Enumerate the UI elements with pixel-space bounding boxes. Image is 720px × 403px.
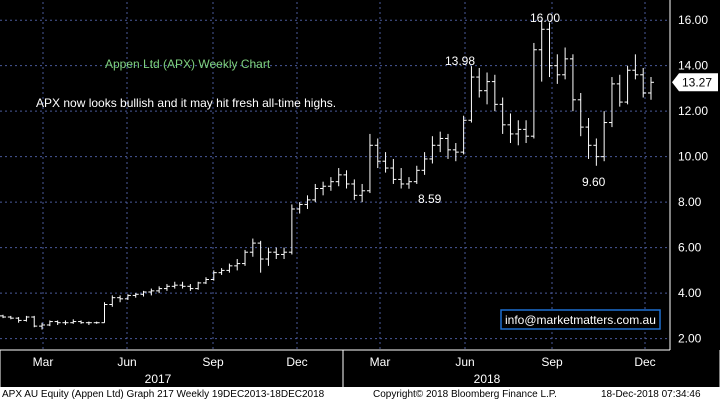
x-month-label: Sep	[202, 355, 224, 369]
footer-left-text: APX AU Equity (Appen Ltd) Graph 217 Week…	[2, 389, 325, 400]
y-tick-label: 14.00	[678, 59, 708, 73]
y-tick-label: 4.00	[678, 286, 702, 300]
y-tick-label: 6.00	[678, 241, 702, 255]
x-month-label: Mar	[370, 355, 391, 369]
y-tick-label: 16.00	[678, 13, 708, 27]
y-tick-label: 10.00	[678, 150, 708, 164]
x-month-label: Dec	[634, 355, 655, 369]
price-annotation: 9.60	[582, 175, 606, 189]
footer-timestamp-text: 18-Dec-2018 07:34:46	[601, 389, 701, 400]
price-annotation: 8.59	[418, 192, 442, 206]
y-tick-label: 2.00	[678, 332, 702, 346]
chart-title: Appen Ltd (APX) Weekly Chart	[105, 57, 271, 71]
x-month-label: Jun	[117, 355, 136, 369]
chart-subtitle: APX now looks bullish and it may hit fre…	[36, 96, 336, 110]
price-annotation: 16.00	[530, 11, 560, 25]
x-month-label: Dec	[286, 355, 307, 369]
footer-copyright-text: Copyright© 2018 Bloomberg Finance L.P.	[373, 389, 557, 400]
footer-bar: APX AU Equity (Appen Ltd) Graph 217 Week…	[0, 387, 720, 403]
x-year-label: 2018	[474, 372, 501, 386]
x-month-label: Mar	[33, 355, 54, 369]
last-price-label: 13.27	[682, 75, 712, 89]
x-month-label: Sep	[541, 355, 563, 369]
email-box	[500, 309, 661, 330]
price-annotation: 13.98	[445, 54, 475, 68]
x-month-label: Jun	[455, 355, 474, 369]
x-year-label: 2017	[145, 372, 172, 386]
y-tick-label: 12.00	[678, 104, 708, 118]
email-text: info@marketmatters.com.au	[505, 313, 656, 327]
last-price-marker	[672, 73, 718, 92]
y-tick-label: 8.00	[678, 195, 702, 209]
price-chart: 2.00 4.00 6.00 8.00 10.00 12.00 14.00 16.00 Mar J…	[0, 0, 720, 387]
